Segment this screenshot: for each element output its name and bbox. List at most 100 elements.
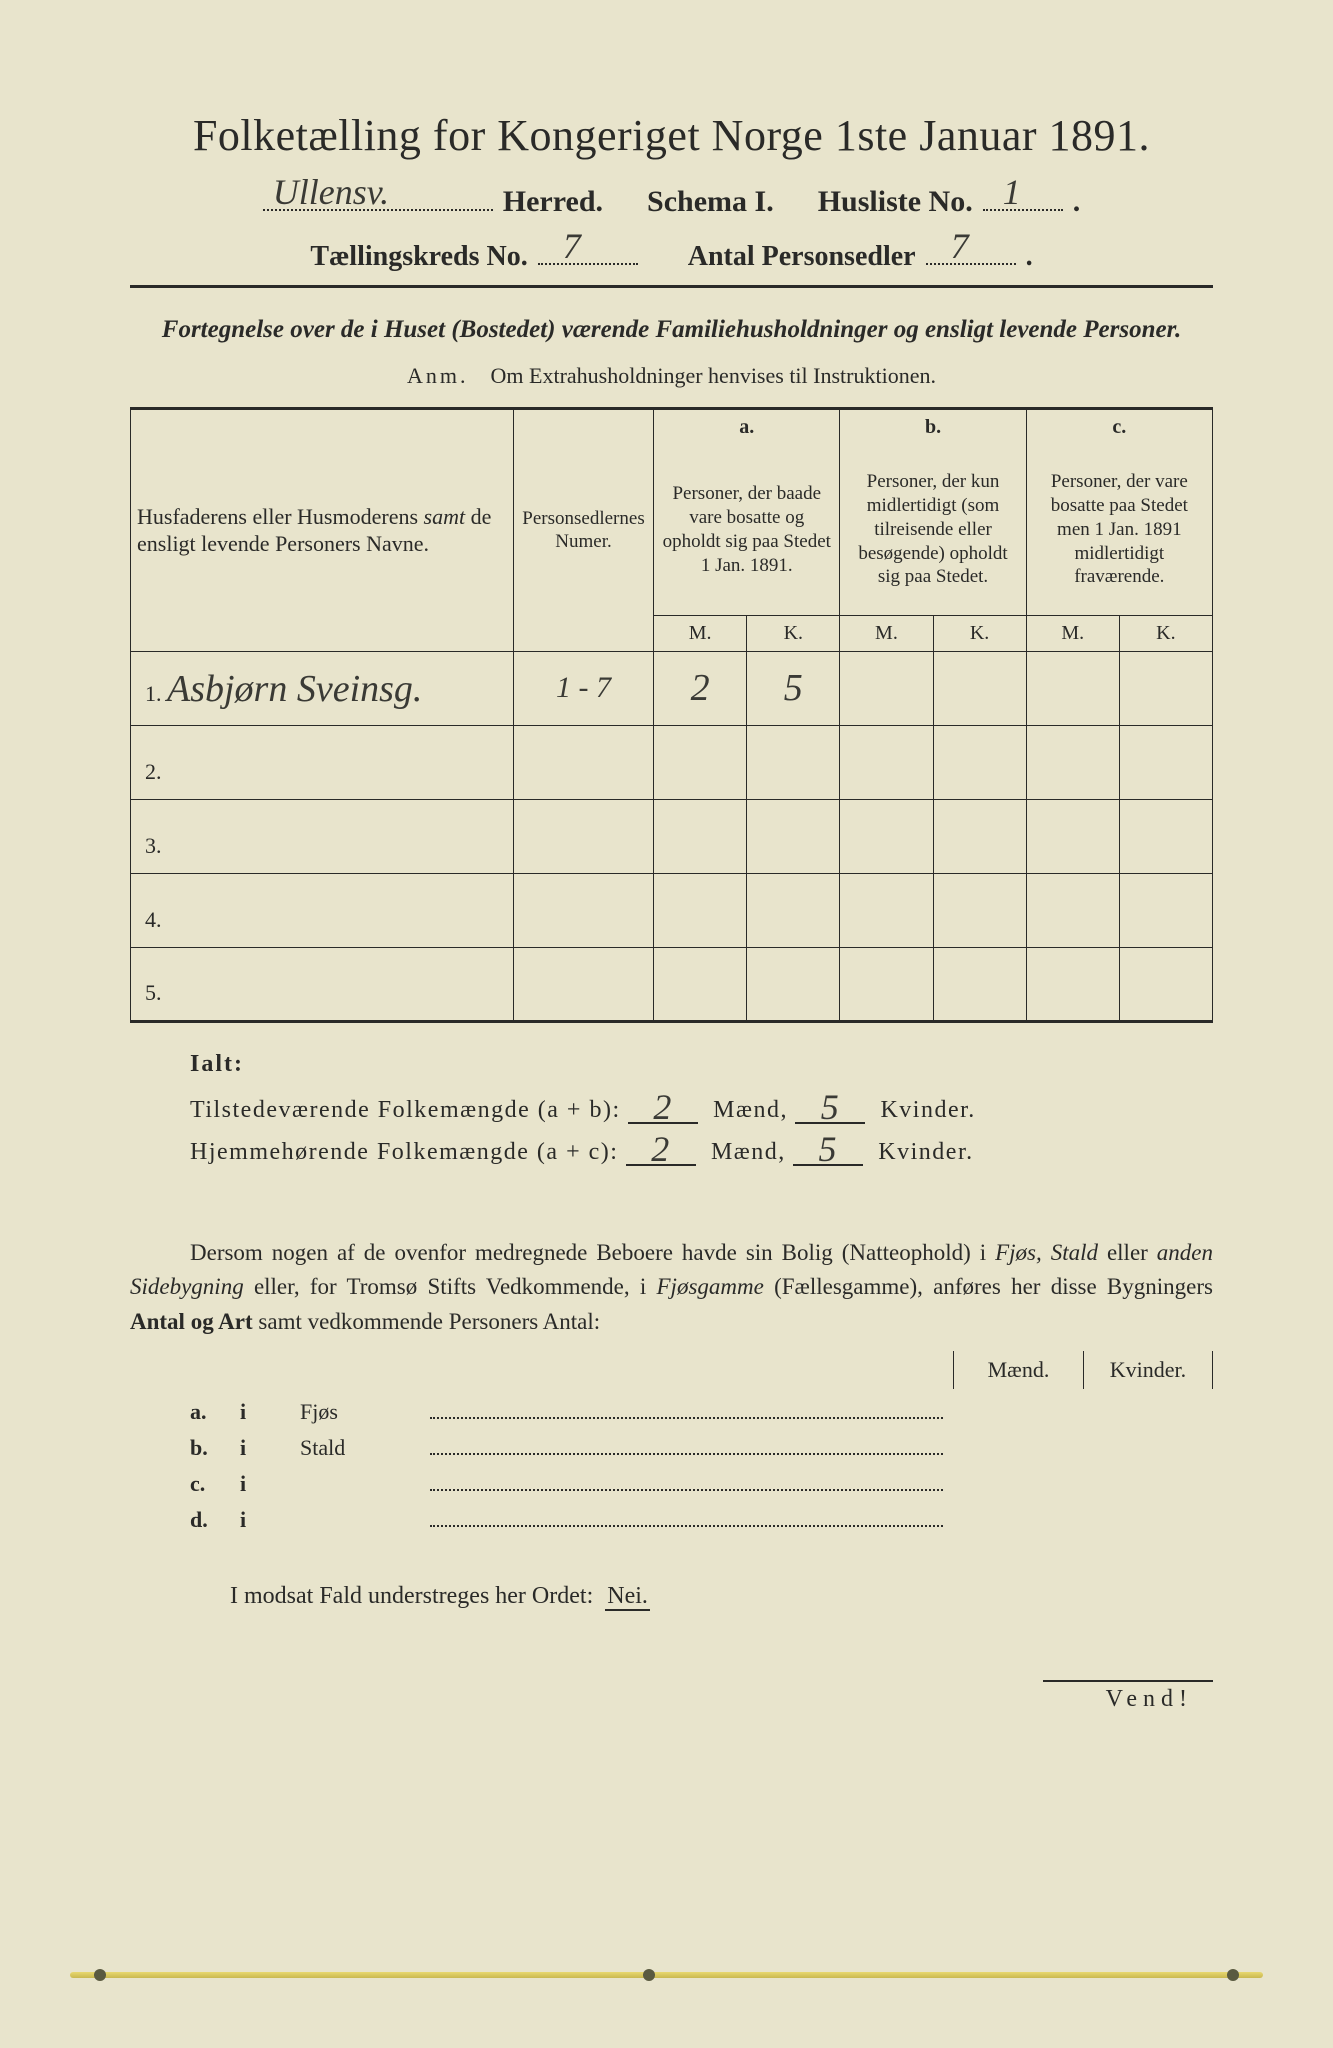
col-a-m: M. <box>654 615 747 651</box>
modsat-text: I modsat Fald understreges her Ordet: <box>230 1583 593 1609</box>
row-b-k <box>933 799 1026 873</box>
ialt-maend-2: Mænd, <box>711 1139 786 1165</box>
abcd-dots <box>430 1477 943 1491</box>
abcd-row: d.i <box>190 1507 1213 1533</box>
row-numer <box>513 799 653 873</box>
row-c-m <box>1026 799 1119 873</box>
antal-label: Antal Personsedler <box>688 241 916 273</box>
row-b-m <box>840 947 933 1021</box>
taellingskreds-label: Tællingskreds No. <box>310 241 527 273</box>
vend-label: Vend! <box>1043 1680 1213 1713</box>
abcd-dots <box>430 1441 943 1455</box>
row-c-k <box>1119 947 1212 1021</box>
ialt-line2-m: 2 <box>626 1128 696 1170</box>
row-b-m <box>840 651 933 725</box>
abcd-label: d. <box>190 1507 240 1533</box>
row-number: 5. <box>131 947 514 1021</box>
row-c-m <box>1026 873 1119 947</box>
husliste-period: . <box>1073 185 1081 219</box>
col-b-label: b. <box>840 409 1026 446</box>
col-c-text: Personer, der vare bosatte paa Stedet me… <box>1026 445 1212 615</box>
row-a-m: 2 <box>654 651 747 725</box>
row-a-m <box>654 947 747 1021</box>
table-row: 4. <box>131 873 1213 947</box>
anm-line: Anm. Om Extrahusholdninger henvises til … <box>130 363 1213 389</box>
binding-string <box>70 1972 1263 1978</box>
antal-period: . <box>1026 241 1033 273</box>
antal-value: 7 <box>951 225 969 267</box>
row-c-k <box>1119 725 1212 799</box>
abcd-row: c.i <box>190 1471 1213 1497</box>
row-numer <box>513 947 653 1021</box>
row-c-k <box>1119 873 1212 947</box>
row-c-k <box>1119 651 1212 725</box>
abcd-label: a. <box>190 1399 240 1425</box>
header-line-3: Tællingskreds No. 7 Antal Personsedler 7… <box>130 233 1213 273</box>
table-row: 1. Asbjørn Sveinsg.1 - 725 <box>131 651 1213 725</box>
abcd-label: b. <box>190 1435 240 1461</box>
modsat-nei: Nei. <box>605 1583 650 1611</box>
dersom-t4: (Fællesgamme), anføres her disse Bygning… <box>764 1274 1213 1299</box>
col-c-k: K. <box>1119 615 1212 651</box>
col-c-m: M. <box>1026 615 1119 651</box>
col-a-label: a. <box>654 409 840 446</box>
row-number: 1. Asbjørn Sveinsg. <box>131 651 514 725</box>
knot-icon <box>94 1969 106 1981</box>
husliste-label: Husliste No. <box>818 185 973 219</box>
dersom-t1: Dersom nogen af de ovenfor medregnede Be… <box>190 1240 995 1265</box>
row-c-m <box>1026 651 1119 725</box>
row-b-m <box>840 873 933 947</box>
row-b-k <box>933 873 1026 947</box>
mk-kvinder: Kvinder. <box>1083 1351 1213 1389</box>
row-c-m <box>1026 947 1119 1021</box>
modsat-line: I modsat Fald understreges her Ordet: Ne… <box>130 1583 1213 1610</box>
col-b-m: M. <box>840 615 933 651</box>
table-row: 5. <box>131 947 1213 1021</box>
row-b-m <box>840 725 933 799</box>
ialt-line1-k: 5 <box>795 1086 865 1128</box>
ialt-line2-label: Hjemmehørende Folkemængde (a + c): <box>190 1139 618 1165</box>
herred-field: Ullensv. <box>263 179 493 211</box>
row-a-k <box>747 873 840 947</box>
dersom-b1: Antal og Art <box>130 1309 253 1334</box>
dersom-paragraph: Dersom nogen af de ovenfor medregnede Be… <box>130 1236 1213 1340</box>
dersom-t2: eller <box>1098 1240 1157 1265</box>
schema-label: Schema I. <box>647 185 774 219</box>
abcd-row: a.iFjøs <box>190 1399 1213 1425</box>
table-row: 3. <box>131 799 1213 873</box>
ialt-line-2: Hjemmehørende Folkemængde (a + c): 2 Mæn… <box>190 1136 1213 1166</box>
abcd-label: c. <box>190 1471 240 1497</box>
antal-field: 7 <box>926 233 1016 265</box>
row-c-k <box>1119 799 1212 873</box>
taellingskreds-field: 7 <box>538 233 638 265</box>
table-row: 2. <box>131 725 1213 799</box>
ialt-line2-k: 5 <box>793 1128 863 1170</box>
row-a-m <box>654 799 747 873</box>
col-a-text: Personer, der baade vare bosatte og opho… <box>654 445 840 615</box>
main-table: Husfaderens eller Husmoderens samt de en… <box>130 407 1213 1023</box>
anm-label: Anm. <box>407 363 469 388</box>
row-a-k <box>747 947 840 1021</box>
census-form-page: Folketælling for Kongeriget Norge 1ste J… <box>0 0 1333 2048</box>
col-a-k: K. <box>747 615 840 651</box>
abcd-i: i <box>240 1507 300 1533</box>
ialt-line1-m-field: 2 <box>628 1094 698 1124</box>
header-line-2: Ullensv. Herred. Schema I. Husliste No. … <box>130 179 1213 219</box>
mk-header: Mænd. Kvinder. <box>130 1351 1213 1389</box>
abcd-name: Stald <box>300 1435 430 1461</box>
ialt-block: Ialt: Tilstedeværende Folkemængde (a + b… <box>130 1051 1213 1166</box>
col-numer: Personsedlernes Numer. <box>513 409 653 652</box>
abcd-i: i <box>240 1471 300 1497</box>
row-c-m <box>1026 725 1119 799</box>
herred-label: Herred. <box>503 185 603 219</box>
ialt-maend-1: Mænd, <box>713 1097 788 1123</box>
mk-maend: Mænd. <box>953 1351 1083 1389</box>
row-numer: 1 - 7 <box>513 651 653 725</box>
row-name: Asbjørn Sveinsg. <box>167 668 422 710</box>
row-a-k <box>747 725 840 799</box>
abcd-dots <box>430 1513 943 1527</box>
row-b-k <box>933 947 1026 1021</box>
husliste-value: 1 <box>1003 171 1021 213</box>
row-numer <box>513 725 653 799</box>
row-number: 3. <box>131 799 514 873</box>
